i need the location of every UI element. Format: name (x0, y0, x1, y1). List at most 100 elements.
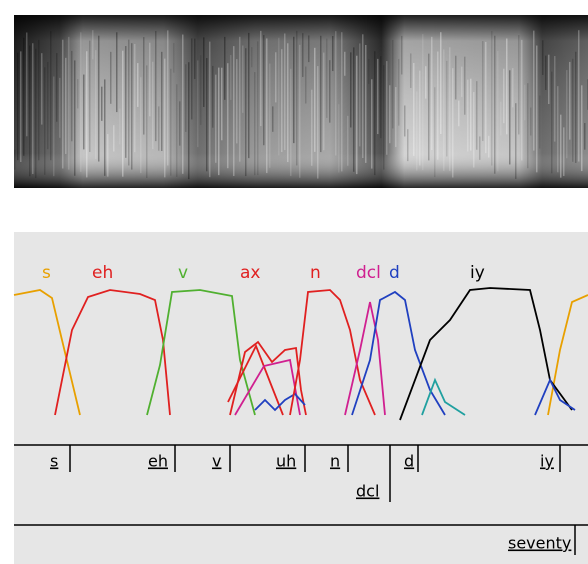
spectrogram-texture (137, 63, 139, 107)
spectrogram-texture (392, 40, 394, 129)
spectrogram-texture (461, 67, 463, 97)
spectrogram-texture (293, 37, 295, 143)
spectrogram-texture (383, 65, 385, 169)
spectrogram-texture (260, 31, 262, 126)
spectrogram-texture (92, 30, 94, 59)
spectrogram-texture (35, 49, 37, 178)
spectrogram-texture (56, 53, 58, 122)
spectrogram-texture (494, 36, 496, 174)
spectrogram-texture (125, 46, 127, 158)
spectrogram-texture (65, 58, 67, 154)
spectrogram-texture (17, 53, 19, 161)
spectrogram-texture (476, 81, 478, 150)
spectrogram-texture (581, 85, 583, 171)
spectrogram-shade (14, 15, 588, 188)
spectrogram-texture (467, 80, 469, 152)
spectrogram-texture (446, 61, 448, 157)
spectrogram-texture (341, 32, 343, 171)
phone-label: s (50, 452, 58, 471)
spectrogram-texture (329, 60, 331, 123)
spectrogram-texture (38, 40, 40, 160)
spectrogram-texture (479, 136, 481, 159)
spectrogram-texture (80, 32, 82, 172)
spectrogram-texture (449, 47, 451, 171)
spectrogram-texture (560, 115, 562, 178)
spectrogram-texture (299, 45, 301, 178)
spectrogram-texture (119, 109, 121, 145)
spectrogram-texture (512, 68, 514, 107)
spectrogram-texture (128, 40, 130, 166)
spectrogram-texture (320, 36, 322, 152)
spectrogram-texture (545, 56, 547, 90)
spectrogram-texture (197, 60, 199, 147)
spectrogram-texture (44, 67, 46, 175)
spectrogram-texture (569, 62, 571, 140)
spectrogram-texture (380, 56, 382, 138)
spectrogram-texture (77, 79, 79, 108)
spectrogram-texture (356, 56, 358, 174)
curve-label: s (42, 263, 51, 283)
spectrogram-texture (158, 106, 160, 150)
spectrogram-texture (47, 62, 49, 149)
spectrogram-texture (554, 56, 556, 142)
spectrogram-texture (155, 31, 157, 141)
spectrogram-texture (374, 51, 376, 175)
spectrogram-texture (425, 66, 427, 98)
spectrogram-texture (236, 59, 238, 143)
spectrogram-texture (347, 116, 349, 166)
spectrogram-texture (164, 59, 166, 178)
spectrogram-texture (509, 70, 511, 164)
spectrogram-texture (302, 33, 304, 77)
spectrogram-texture (542, 40, 544, 75)
spectrogram-texture (131, 43, 133, 169)
spectrogram-texture (317, 66, 319, 178)
spectrogram-texture (254, 72, 256, 175)
spectrogram-texture (458, 101, 460, 127)
spectrogram-texture (434, 87, 436, 177)
spectrogram-texture (185, 64, 187, 132)
spectrogram-texture (290, 69, 292, 176)
phone-label: uh (276, 452, 296, 471)
spectrogram-texture (437, 52, 439, 160)
spectrogram-texture (272, 106, 274, 131)
spectrogram-texture (527, 83, 529, 168)
spectrogram-texture (401, 36, 403, 75)
spectrogram-texture (335, 31, 337, 155)
spectrogram-texture (566, 70, 568, 158)
spectrogram-texture (416, 91, 418, 170)
spectrogram-texture (485, 42, 487, 153)
spectrogram-texture (419, 71, 421, 166)
spectrogram-texture (230, 55, 232, 100)
spectrogram-texture (281, 49, 283, 152)
spectrogram-texture (176, 84, 178, 177)
spectrogram-texture (422, 34, 424, 170)
spectrogram-texture (386, 61, 388, 155)
curve-label: v (178, 263, 188, 283)
spectrogram-texture (182, 35, 184, 174)
spectrogram-texture (83, 75, 85, 150)
spectrogram-texture (530, 107, 532, 135)
spectrogram-texture (263, 35, 265, 145)
spectrogram-texture (338, 104, 340, 172)
phone-label: dcl (356, 482, 379, 501)
spectrogram-texture (524, 85, 526, 120)
spectrogram-texture (68, 37, 70, 170)
spectrogram-texture (359, 43, 361, 146)
spectrogram-texture (191, 38, 193, 119)
spectrogram-texture (134, 44, 136, 152)
spectrogram-texture (326, 39, 328, 118)
spectrogram-texture (62, 40, 64, 169)
spectrogram-texture (308, 35, 310, 62)
spectrogram-texture (353, 47, 355, 171)
spectrogram-texture (431, 37, 433, 150)
spectrogram-texture (233, 46, 235, 176)
spectrogram-texture (266, 38, 268, 173)
spectrogram-texture (239, 37, 241, 162)
spectrogram-texture (179, 101, 181, 145)
spectrogram-texture (71, 51, 73, 141)
spectrogram-texture (503, 69, 505, 124)
spectrogram-texture (464, 57, 466, 115)
word-label: seventy (508, 534, 571, 553)
spectrogram-texture (20, 51, 22, 162)
spectrogram-texture (26, 32, 28, 136)
